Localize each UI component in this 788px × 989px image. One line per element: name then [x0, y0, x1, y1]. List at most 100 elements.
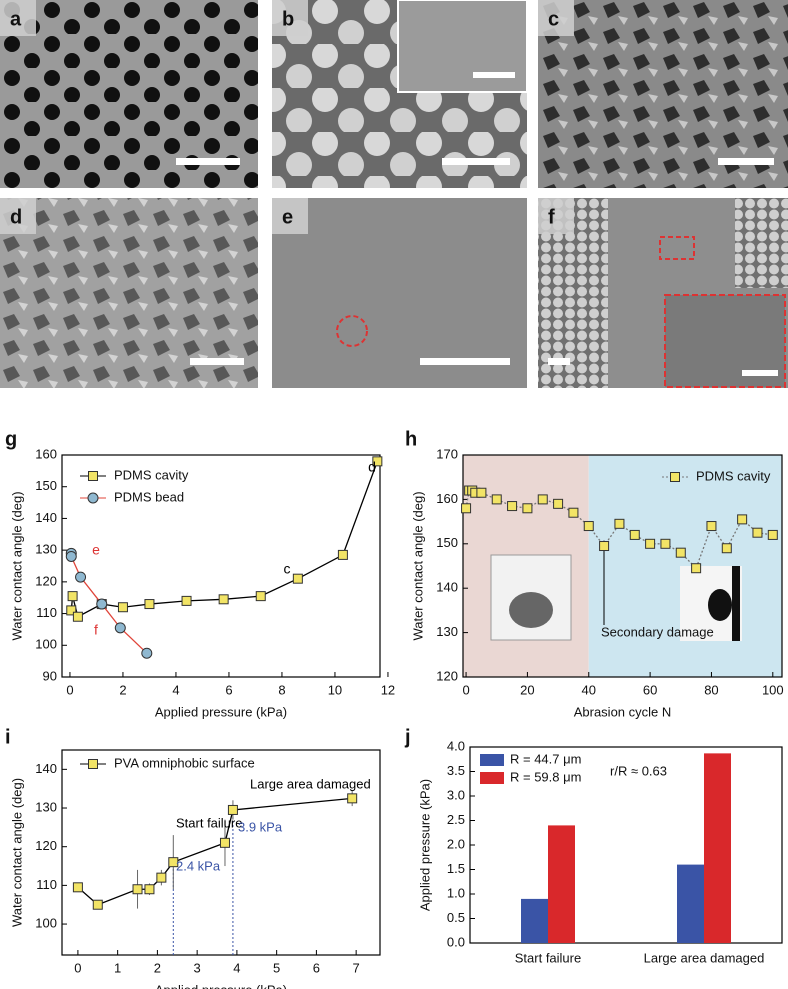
annotation: 3.9 kPa [238, 819, 283, 834]
sem-image [272, 198, 527, 388]
legend-marker [88, 471, 98, 481]
y-axis-label: Water contact angle (deg) [9, 491, 24, 640]
y-tick-label: 4.0 [447, 738, 465, 753]
x-tick-label: 12 [381, 682, 395, 697]
legend-label: PDMS bead [114, 489, 184, 504]
annotation: f [94, 622, 98, 638]
marker [156, 872, 167, 883]
y-tick-label: 140 [35, 761, 57, 776]
scale-bar [442, 158, 510, 165]
label-box [272, 0, 308, 36]
x-tick-label: 0 [66, 682, 73, 697]
x-tick-label: 0 [462, 682, 469, 697]
marker [227, 804, 238, 815]
x-axis-label: Applied pressure (kPa) [155, 704, 287, 719]
annotation: Secondary damage [601, 624, 714, 639]
y-tick-label: 130 [436, 624, 458, 639]
legend-swatch [480, 772, 504, 784]
y-tick-label: 140 [35, 510, 57, 525]
y-tick-label: 0.0 [447, 934, 465, 949]
x-tick-label: 8 [278, 682, 285, 697]
marker [553, 498, 564, 509]
label-box [272, 198, 308, 234]
marker [292, 573, 303, 584]
marker [114, 622, 126, 634]
marker [660, 538, 671, 549]
marker [629, 529, 640, 540]
image-panels: a b c d e f [0, 0, 788, 388]
marker [752, 527, 763, 538]
y-tick-label: 160 [436, 491, 458, 506]
plot-frame [462, 454, 783, 678]
plot-frame [61, 454, 381, 678]
label-box [0, 0, 36, 36]
x-tick-label: 100 [762, 682, 784, 697]
legend-marker [87, 492, 99, 504]
x-tick-label: 20 [520, 682, 534, 697]
marker [645, 538, 656, 549]
marker [737, 514, 748, 525]
bar [548, 825, 575, 943]
scale-bar [718, 158, 774, 165]
x-tick-label: 0 [74, 960, 81, 975]
annotation: Large area damaged [250, 776, 371, 791]
x-tick-label: 5 [273, 960, 280, 975]
marker [66, 605, 77, 616]
y-axis-label: Water contact angle (deg) [9, 778, 24, 927]
plot-frame [61, 749, 381, 956]
marker [72, 882, 83, 893]
panel-label: j [404, 726, 411, 748]
highlight [336, 315, 368, 347]
marker [181, 595, 192, 606]
bar [521, 898, 548, 943]
y-tick-label: 90 [43, 668, 57, 683]
label-box [538, 0, 574, 36]
droplet [509, 592, 553, 628]
annotation: d [368, 459, 376, 475]
y-tick-label: 130 [35, 542, 57, 557]
marker [255, 591, 266, 602]
marker [691, 563, 702, 574]
marker [347, 793, 358, 804]
marker [599, 541, 610, 552]
x-axis-label: Abrasion cycle N [574, 704, 672, 719]
marker [72, 611, 83, 622]
legend-swatch [480, 754, 504, 766]
panel-label: d [10, 206, 22, 228]
x-tick-label: 6 [225, 682, 232, 697]
marker [219, 837, 230, 848]
y-tick-label: 110 [36, 877, 57, 892]
y-tick-label: 120 [436, 668, 458, 683]
marker [144, 599, 155, 610]
marker [491, 494, 502, 505]
legend-label: R = 59.8 μm [510, 769, 581, 784]
annotation: r/R ≈ 0.63 [610, 763, 667, 778]
x-tick-label: 1 [114, 960, 121, 975]
marker [537, 494, 548, 505]
scale-bar [420, 358, 510, 365]
y-tick-label: 0.5 [447, 910, 465, 925]
x-tick-label: 7 [353, 960, 360, 975]
marker [507, 501, 518, 512]
marker [96, 598, 108, 610]
marker [218, 594, 229, 605]
marker [476, 487, 487, 498]
y-tick-label: 160 [35, 446, 57, 461]
label-box [0, 198, 36, 234]
marker [168, 857, 179, 868]
x-tick-label: 10 [328, 682, 342, 697]
legend-marker [670, 472, 680, 482]
panel-label: h [405, 428, 417, 450]
marker [675, 547, 686, 558]
legend-marker [88, 759, 98, 769]
x-tick-label: 2 [119, 682, 126, 697]
x-tick-label: 4 [172, 682, 179, 697]
marker [337, 549, 348, 560]
scale-bar [190, 358, 244, 365]
panel-label: b [282, 8, 294, 30]
marker [522, 503, 533, 514]
marker [614, 518, 625, 529]
y-tick-label: 120 [35, 573, 57, 588]
scale-bar [473, 72, 515, 78]
panel-label: a [10, 8, 22, 30]
